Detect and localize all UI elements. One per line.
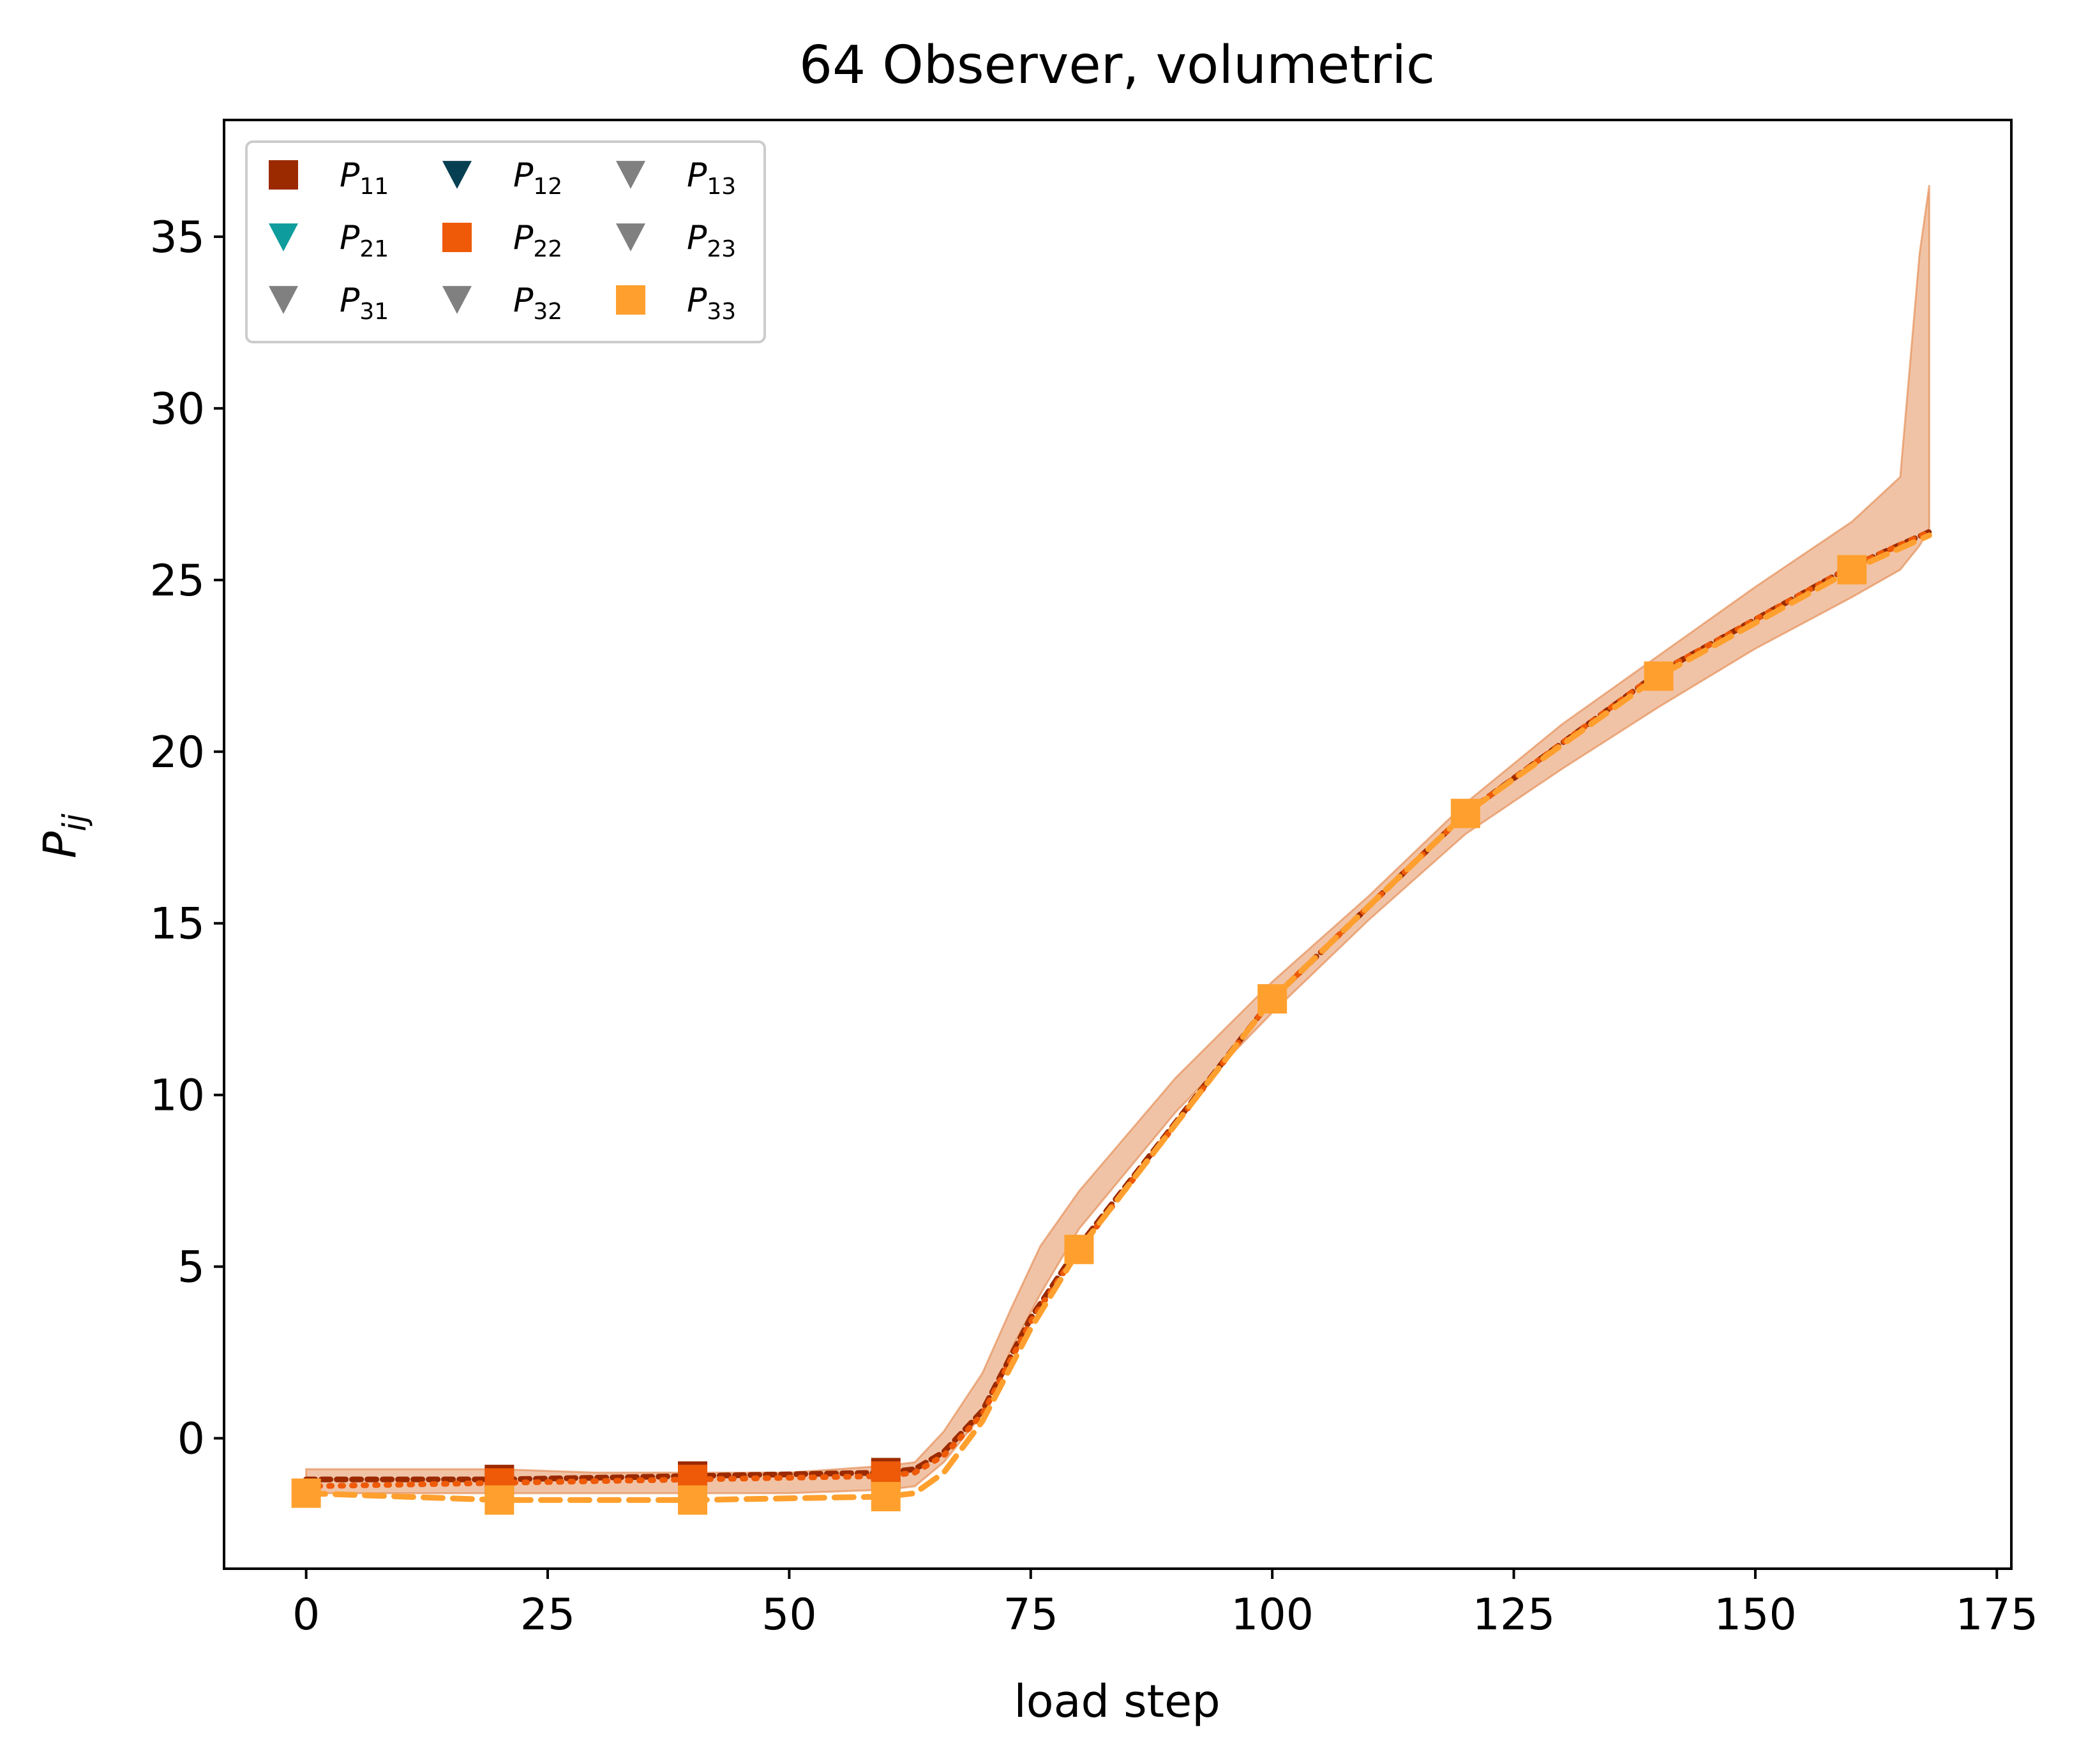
- data-point-p33: [1064, 1234, 1094, 1264]
- legend-label-p21: P21: [340, 219, 389, 262]
- legend-marker-p32: [442, 286, 472, 314]
- legend-label-p11: P11: [340, 156, 389, 200]
- series-line-p33: [303, 532, 1932, 1503]
- y-axis: 0 5 10 15 20 25 30 35: [149, 213, 224, 1465]
- x-tick-label: 150: [1714, 1590, 1797, 1640]
- x-tick-label: 50: [762, 1590, 817, 1640]
- x-tick-label: 175: [1955, 1590, 2038, 1640]
- legend-marker-p21: [269, 223, 298, 251]
- x-axis-label: load step: [1014, 1675, 1220, 1728]
- x-tick-label: 0: [292, 1590, 320, 1640]
- legend-item-p32: P32: [442, 281, 562, 325]
- y-tick-label: 25: [149, 556, 205, 606]
- y-tick-label: 0: [177, 1414, 205, 1465]
- y-tick-label: 15: [149, 899, 205, 950]
- y-tick-label: 10: [149, 1071, 205, 1121]
- data-point-p33: [1837, 555, 1867, 585]
- chart-title: 64 Observer, volumetric: [799, 35, 1435, 96]
- data-point-p33: [1644, 661, 1674, 691]
- x-axis: 0 25 50 75 100 125 150 175: [292, 1569, 2038, 1640]
- data-point-p33: [1257, 984, 1287, 1014]
- data-point-p33: [871, 1482, 901, 1512]
- legend-label-p12: P12: [513, 156, 562, 200]
- y-axis-label-sub: ij: [56, 814, 93, 832]
- data-point-p33: [1450, 798, 1480, 828]
- series-p33: [291, 532, 1932, 1515]
- legend-item-p22: P22: [442, 219, 562, 262]
- data-point-p33: [678, 1485, 708, 1515]
- data-point-p33: [291, 1478, 321, 1508]
- legend-label-p23: P23: [687, 219, 736, 262]
- y-tick-label: 5: [177, 1243, 205, 1293]
- x-tick-label: 125: [1473, 1590, 1556, 1640]
- legend-marker-p13: [616, 161, 645, 189]
- x-tick-label: 100: [1231, 1590, 1314, 1640]
- legend-item-p31: P31: [269, 281, 389, 325]
- legend: P11 P21 P31 P12 P22 P32 P13 P23 P33: [245, 140, 766, 343]
- x-tick-label: 75: [1003, 1590, 1059, 1640]
- y-axis-label-main: P: [34, 831, 86, 858]
- legend-marker-p23: [616, 223, 645, 251]
- legend-marker-p31: [269, 286, 298, 314]
- y-tick-label: 20: [149, 728, 205, 778]
- legend-marker-p11: [269, 160, 298, 190]
- legend-item-p33: P33: [616, 281, 736, 325]
- legend-label-p31: P31: [340, 281, 389, 325]
- legend-marker-p33: [616, 285, 645, 315]
- legend-item-p12: P12: [442, 156, 562, 200]
- y-tick-label: 35: [149, 213, 205, 263]
- legend-label-p22: P22: [513, 219, 562, 262]
- data-point-p33: [484, 1485, 514, 1515]
- legend-item-p21: P21: [269, 219, 389, 262]
- legend-marker-p22: [442, 223, 472, 252]
- legend-item-p23: P23: [616, 219, 736, 262]
- y-axis-label: Pij: [34, 814, 93, 858]
- confidence-band: [305, 184, 1930, 1495]
- legend-label-p32: P32: [513, 281, 562, 325]
- legend-label-p13: P13: [687, 156, 736, 200]
- legend-item-p11: P11: [269, 156, 389, 200]
- y-tick-label: 30: [149, 384, 205, 435]
- series-line-p22: [303, 529, 1932, 1490]
- legend-marker-p12: [442, 161, 472, 189]
- x-tick-label: 25: [520, 1590, 576, 1640]
- legend-item-p13: P13: [616, 156, 736, 200]
- plot-frame: [223, 119, 2013, 1570]
- legend-label-p33: P33: [687, 281, 736, 325]
- plot-area: [291, 184, 1932, 1515]
